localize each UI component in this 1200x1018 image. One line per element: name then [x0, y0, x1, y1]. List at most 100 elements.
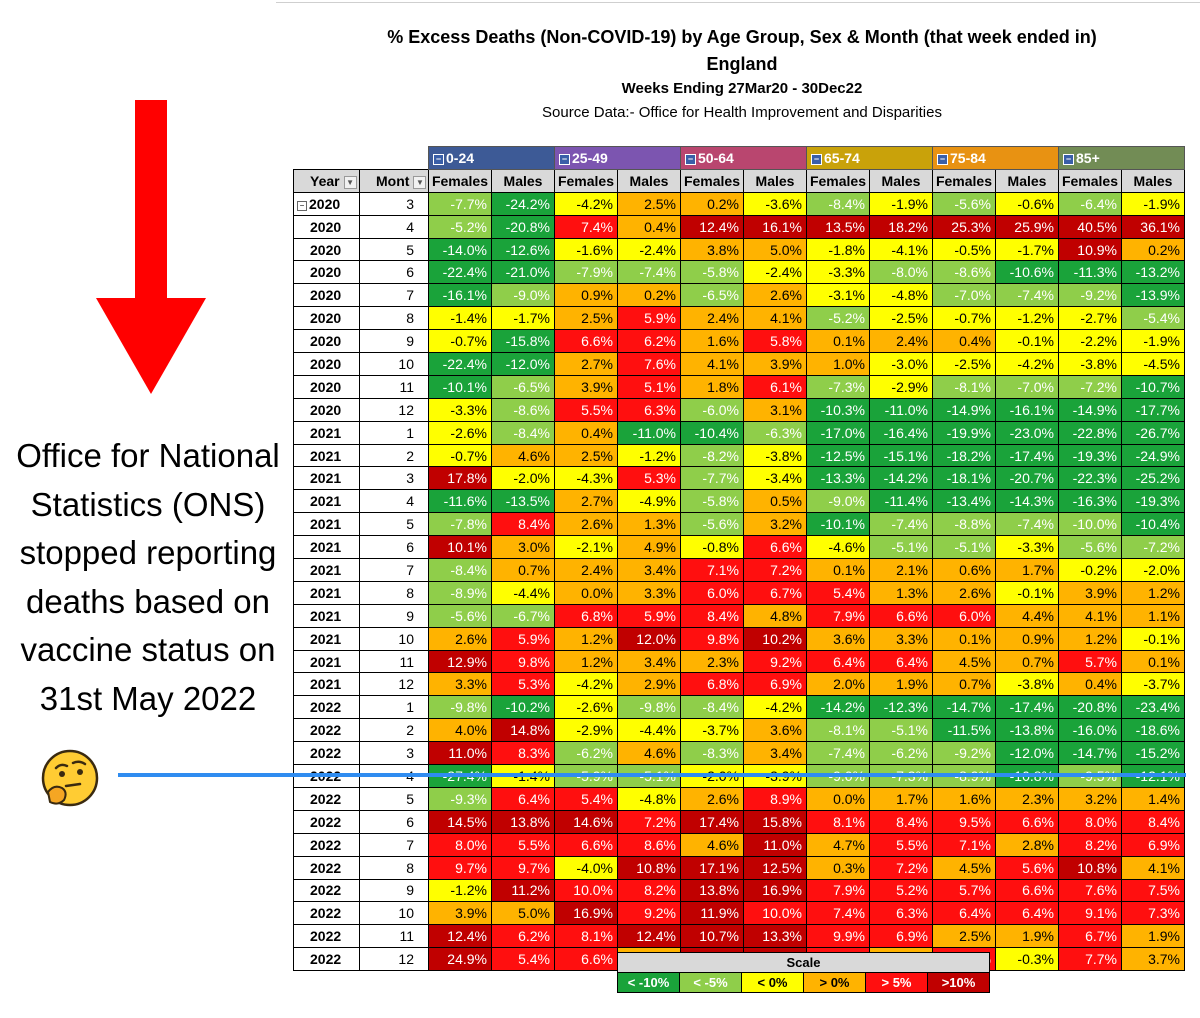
heatmap-cell: -14.7% [1058, 741, 1122, 766]
collapse-icon[interactable]: − [937, 153, 948, 165]
age-group-header[interactable]: −75-84 [932, 146, 1059, 170]
heatmap-cell: -14.3% [995, 489, 1059, 514]
heatmap-cell: 1.6% [680, 329, 744, 354]
heatmap-cell: 2.6% [680, 786, 744, 811]
heatmap-cell: 2.4% [554, 558, 618, 582]
collapse-icon[interactable]: − [559, 153, 570, 165]
heatmap-cell: -2.7% [1058, 306, 1122, 331]
heatmap-cell: 6.6% [554, 947, 618, 972]
heatmap-cell: -5.4% [1121, 306, 1185, 331]
heatmap-cell: 7.3% [1121, 901, 1185, 926]
chart-source: Source Data:- Office for Health Improvem… [542, 104, 942, 121]
heatmap-cell: -8.4% [491, 420, 555, 445]
heatmap-cell: 16.9% [554, 901, 618, 926]
heatmap-cell: -4.0% [554, 855, 618, 880]
heatmap-cell: -13.3% [806, 466, 870, 491]
table-row: −2020 3 -7.7% -24.2% -4.2% 2.5% 0.2% -3.6% -8.4%… [293, 191, 1185, 216]
month-cell: 10 [359, 901, 429, 926]
heatmap-cell: -4.1% [869, 237, 933, 262]
heatmap-cell: -0.7% [428, 443, 492, 468]
heatmap-cell: -26.7% [1121, 420, 1185, 445]
heatmap-cell: 0.2% [680, 191, 744, 216]
table-row: 2022 11 12.4% 6.2% 8.1% 12.4% 10.7% 13.3% 9.9% 6.… [293, 924, 1185, 949]
month-cell: 11 [359, 924, 429, 949]
heatmap-cell: 0.1% [806, 329, 870, 354]
heatmap-cell: 9.9% [806, 924, 870, 949]
month-cell: 7 [359, 558, 429, 582]
table-row: 2020 8 -1.4% -1.7% 2.5% 5.9% 2.4% 4.1% -5.2% -2.5… [293, 306, 1185, 331]
heatmap-cell: -15.1% [869, 443, 933, 468]
month-cell: 12 [359, 397, 429, 422]
year-cell: 2020 [293, 397, 360, 422]
year-label: 2021 [310, 493, 342, 510]
heatmap-cell: -15.8% [491, 329, 555, 354]
heatmap-cell: -10.7% [1121, 374, 1185, 399]
table-row: 2021 3 17.8% -2.0% -4.3% 5.3% -7.7% -3.4% -13.3%… [293, 466, 1185, 491]
heatmap-cell: 16.9% [743, 878, 807, 903]
table-row: 2022 9 -1.2% 11.2% 10.0% 8.2% 13.8% 16.9% 7.9% 5.… [293, 878, 1185, 903]
heatmap-cell: 25.3% [932, 214, 996, 239]
age-group-header[interactable]: −0-24 [428, 146, 555, 170]
heatmap-cell: -23.0% [995, 420, 1059, 445]
year-label: 2021 [310, 516, 342, 533]
month-cell: 11 [359, 649, 429, 674]
heatmap-cell: 9.5% [932, 809, 996, 834]
heatmap-cell: 13.3% [743, 924, 807, 949]
heatmap-cell: 5.4% [806, 580, 870, 605]
collapse-icon[interactable]: − [433, 153, 444, 165]
age-group-header[interactable]: −50-64 [680, 146, 807, 170]
heatmap-cell: 1.1% [1121, 603, 1185, 628]
heatmap-cell: 3.8% [680, 237, 744, 262]
filter-dropdown-icon[interactable]: ▼ [413, 175, 427, 189]
hand [46, 785, 67, 805]
heatmap-cell: -10.1% [428, 374, 492, 399]
heatmap-cell: 3.2% [1058, 786, 1122, 811]
heatmap-cell: -3.1% [806, 283, 870, 308]
collapse-icon[interactable]: − [297, 200, 307, 211]
filter-dropdown-icon[interactable]: ▼ [343, 175, 357, 189]
heatmap-cell: -0.1% [995, 580, 1059, 605]
heatmap-cell: 6.6% [869, 603, 933, 628]
heatmap-cell: -0.7% [428, 329, 492, 354]
heatmap-cell: -0.1% [1121, 626, 1185, 651]
age-group-header[interactable]: −65-74 [806, 146, 933, 170]
heatmap-cell: -5.6% [932, 191, 996, 216]
heatmap-cell: -8.8% [932, 512, 996, 537]
heatmap-cell: -0.8% [680, 535, 744, 560]
heatmap-cell: 12.4% [680, 214, 744, 239]
scale-swatch-row: < -10% < -5% < 0% > 0% > 5% >10% [617, 972, 990, 993]
table-row: 2021 1 -2.6% -8.4% 0.4% -11.0% -10.4% -6.3% -17.… [293, 420, 1185, 445]
month-cell: 6 [359, 260, 429, 285]
year-column-header[interactable]: Year ▼ [293, 168, 360, 193]
heatmap-cell: -3.3% [428, 397, 492, 422]
table-row: 2020 6 -22.4% -21.0% -7.9% -7.4% -5.8% -2.4% -3.… [293, 260, 1185, 285]
heatmap-body: −2020 3 -7.7% -24.2% -4.2% 2.5% 0.2% -3.6% -8.4%… [293, 191, 1185, 972]
heatmap-cell: 4.9% [617, 535, 681, 560]
heatmap-cell: 9.8% [680, 626, 744, 651]
month-cell: 5 [359, 512, 429, 537]
table-row: 2021 9 -5.6% -6.7% 6.8% 5.9% 8.4% 4.8% 7.9% 6.6% 6… [293, 603, 1185, 628]
scale-swatch: < -5% [679, 972, 742, 993]
heatmap-cell: -11.3% [1058, 260, 1122, 285]
heatmap-cell: 10.1% [428, 535, 492, 560]
heatmap-cell: 5.0% [491, 901, 555, 926]
heatmap-cell: -19.9% [932, 420, 996, 445]
age-group-header[interactable]: −85+ [1058, 146, 1185, 170]
heatmap-cell: 0.4% [932, 329, 996, 354]
collapse-icon[interactable]: − [685, 153, 696, 165]
heatmap-cell: 6.2% [617, 329, 681, 354]
heatmap-cell: -11.4% [869, 489, 933, 514]
heatmap-cell: -4.2% [743, 695, 807, 720]
month-cell: 12 [359, 947, 429, 972]
heatmap-cell: -4.6% [806, 535, 870, 560]
heatmap-cell: 11.0% [428, 741, 492, 766]
heatmap-cell: 1.2% [1058, 626, 1122, 651]
year-label: 2022 [310, 905, 342, 922]
heatmap-cell: 3.1% [743, 397, 807, 422]
collapse-icon[interactable]: − [1063, 153, 1074, 165]
month-column-header[interactable]: Mont ▼ [359, 168, 429, 193]
age-group-header[interactable]: −25-49 [554, 146, 681, 170]
heatmap-cell: 4.6% [491, 443, 555, 468]
collapse-icon[interactable]: − [811, 153, 822, 165]
heatmap-cell: 1.0% [806, 352, 870, 376]
